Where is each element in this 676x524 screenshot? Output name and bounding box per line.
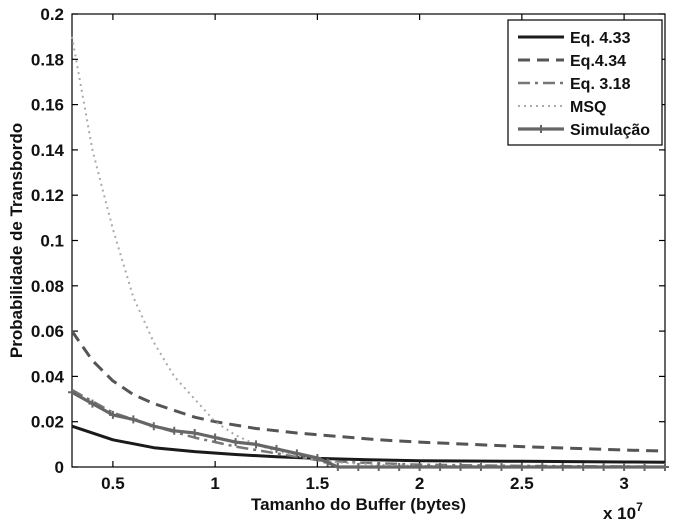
series-point-marker (170, 426, 179, 435)
series-point-marker (538, 463, 547, 471)
series-point-marker (108, 410, 117, 419)
x-tick-label: 3 (619, 474, 628, 493)
plot-area (68, 13, 669, 471)
series-point-marker (211, 433, 220, 442)
series-point-marker (395, 463, 404, 471)
x-tick-label: 2.5 (510, 474, 534, 493)
x-tick-label: 1.5 (306, 474, 330, 493)
series-point-marker (272, 444, 281, 453)
series-point-marker (436, 463, 445, 471)
y-tick-label: 0.08 (31, 277, 64, 296)
series-point-marker (252, 440, 261, 449)
y-tick-label: 0.04 (31, 367, 65, 386)
series-point-marker (231, 438, 240, 447)
legend-box (507, 19, 663, 146)
series-point-marker (354, 463, 363, 471)
x-axis-ticks: 0.5 1 1.5 2 2.5 3 (101, 14, 629, 493)
y-tick-label: 0.18 (31, 50, 64, 69)
series-line (71, 390, 665, 469)
x-multiplier-base: x 10 (603, 504, 636, 523)
y-tick-label: 0.16 (31, 96, 64, 115)
x-multiplier-exponent: 7 (636, 500, 643, 514)
series-point-marker (88, 399, 97, 408)
series-point-marker (456, 463, 465, 471)
legend: Eq. 4.33 Eq.4.34 Eq. 3.18 MSQ Simulação (507, 19, 663, 146)
series-point-marker (129, 415, 138, 424)
x-axis-label: Tamanho do Buffer (bytes) (251, 495, 466, 514)
series-point-marker (558, 463, 567, 471)
series-point-marker (415, 463, 424, 471)
series-point-marker (292, 449, 301, 458)
y-tick-label: 0.2 (40, 5, 64, 24)
y-tick-label: 0 (55, 458, 64, 477)
series-point-marker (599, 463, 608, 471)
series-point-marker (579, 463, 588, 471)
series-point-marker (190, 429, 199, 438)
legend-label: MSQ (570, 99, 606, 116)
series-point-marker (68, 388, 76, 397)
series-point-marker (497, 463, 506, 471)
y-axis-label: Probabilidade de Transbordo (7, 123, 26, 358)
series-point-marker (476, 463, 485, 471)
legend-label: Eq. 3.18 (570, 76, 631, 93)
series-point-marker (661, 463, 669, 471)
x-tick-label: 0.5 (101, 474, 125, 493)
series-point-marker (620, 463, 629, 471)
legend-label: Eq. 4.33 (570, 30, 631, 47)
legend-label: Simulação (570, 122, 650, 139)
y-tick-label: 0.02 (31, 413, 64, 432)
series-line (70, 330, 666, 453)
series-point-marker (517, 463, 526, 471)
series-point-marker (323, 458, 332, 467)
y-tick-label: 0.06 (31, 322, 64, 341)
legend-marker (537, 125, 545, 133)
series-point-marker (333, 463, 342, 471)
x-tick-label: 1 (210, 474, 219, 493)
series-layer (68, 36, 669, 471)
series-point-marker (313, 453, 322, 462)
y-axis-ticks: 0 0.02 0.04 0.06 0.08 0.1 0.12 0.14 0.16 0.18 0.2 (31, 5, 665, 477)
legend-label: Eq.4.34 (570, 53, 626, 70)
x-axis-multiplier: x 107 (603, 500, 643, 523)
y-tick-label: 0.12 (31, 186, 64, 205)
series-point-marker (149, 422, 158, 431)
y-tick-label: 0.1 (40, 232, 64, 251)
series-point-marker (640, 463, 649, 471)
x-tick-label: 2 (415, 474, 424, 493)
y-tick-label: 0.14 (31, 141, 65, 160)
series-line (71, 424, 666, 464)
series-point-marker (374, 463, 383, 471)
